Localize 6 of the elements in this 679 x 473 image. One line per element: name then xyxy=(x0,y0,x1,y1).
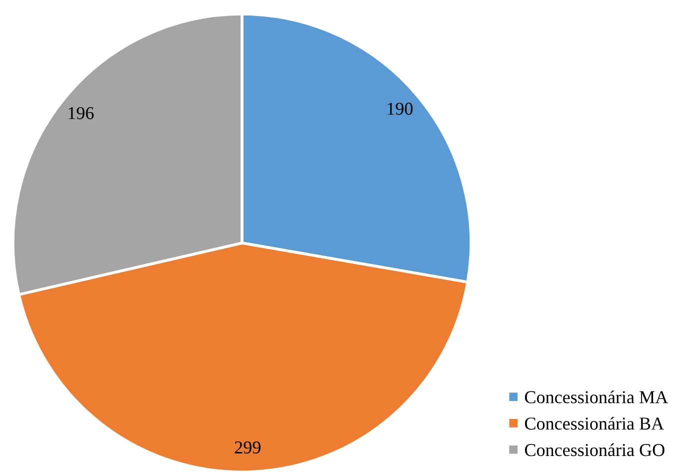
legend-label: Concessionária BA xyxy=(524,416,664,430)
legend-label: Concessionária GO xyxy=(524,443,664,456)
data-label: 190 xyxy=(388,102,413,115)
data-label: 196 xyxy=(68,107,94,120)
data-label: 299 xyxy=(234,441,260,454)
legend-label: Concessionária MA xyxy=(524,390,668,404)
